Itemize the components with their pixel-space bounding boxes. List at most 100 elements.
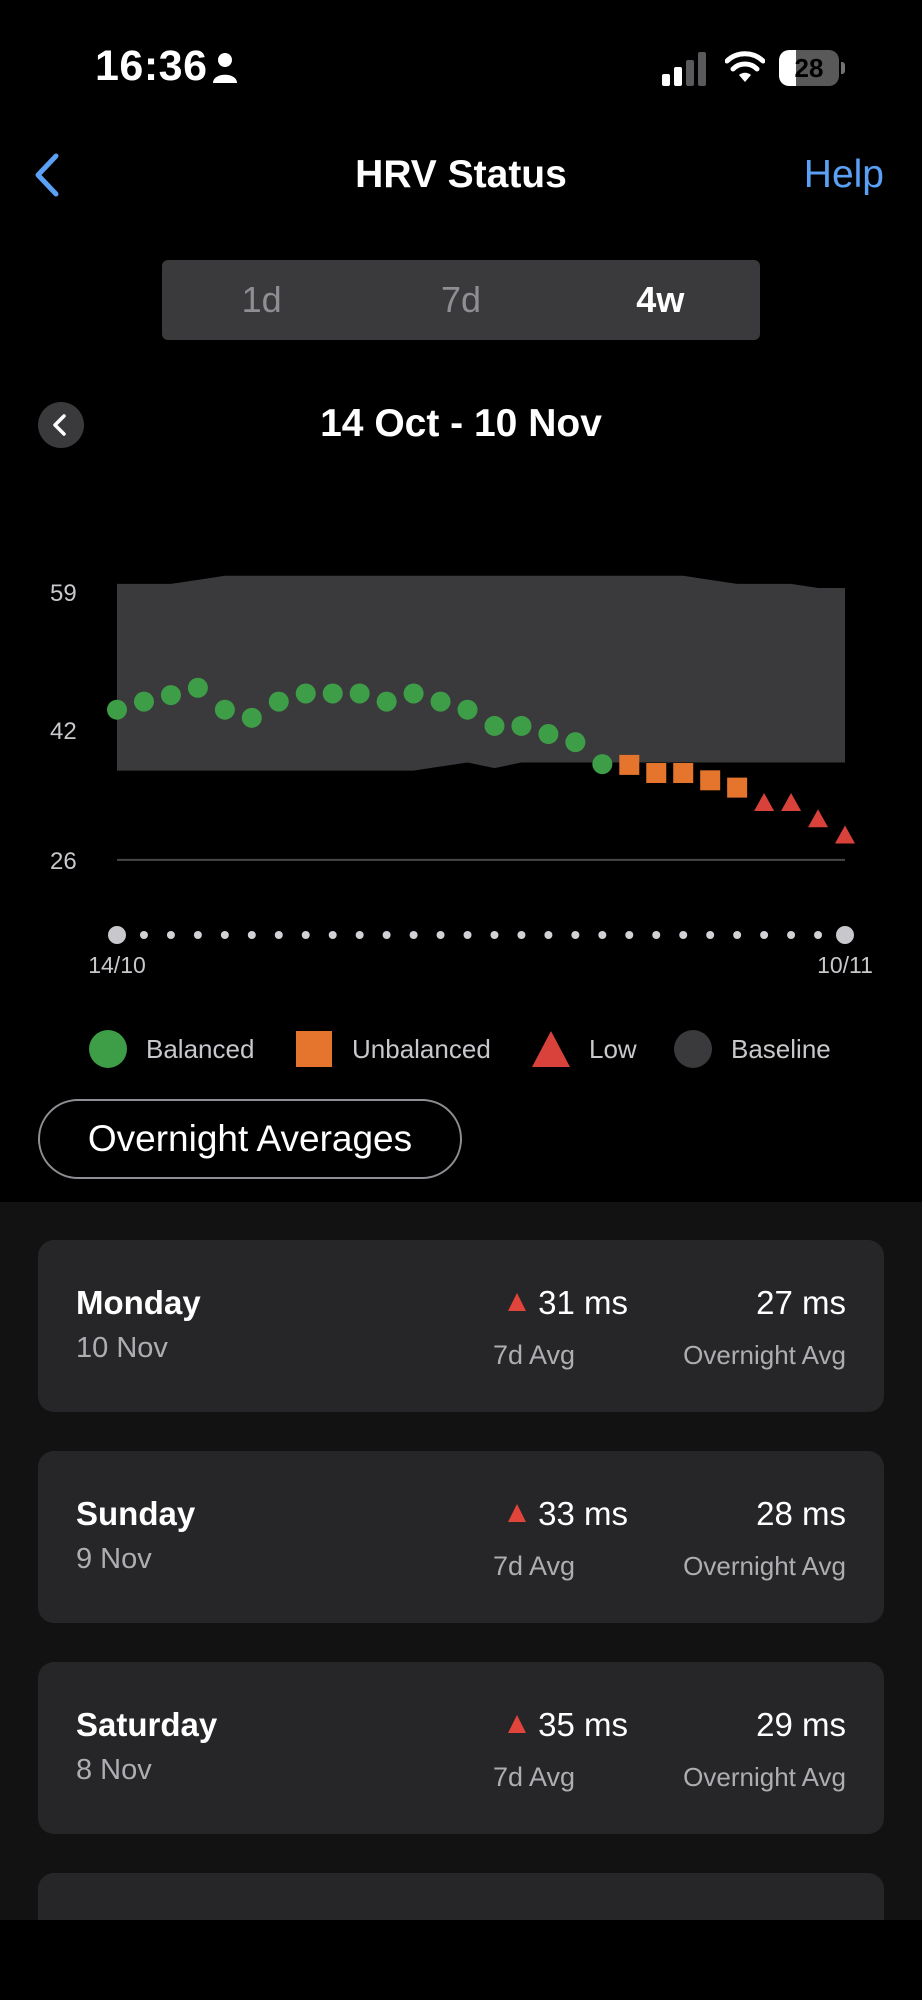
data-point-unbalanced bbox=[673, 763, 694, 784]
battery-level: 28 bbox=[794, 53, 824, 83]
day-date: 8 Nov bbox=[76, 1754, 152, 1786]
data-point-balanced bbox=[322, 683, 343, 704]
y-tick-label: 42 bbox=[50, 718, 77, 745]
x-axis-day-dot bbox=[247, 931, 256, 939]
data-point-balanced bbox=[349, 683, 370, 704]
overnight-average-value: 27 ms bbox=[756, 1284, 846, 1321]
data-point-balanced bbox=[484, 715, 505, 736]
data-point-balanced bbox=[241, 707, 262, 728]
help-button[interactable]: Help bbox=[803, 153, 884, 196]
legend-label: Balanced bbox=[146, 1033, 255, 1064]
overnight-average-label: Overnight Avg bbox=[683, 1762, 846, 1792]
x-axis-day-dot bbox=[760, 931, 769, 939]
seven-day-average-value: 31 ms bbox=[538, 1284, 628, 1321]
data-point-balanced bbox=[511, 715, 532, 736]
day-name: Sunday bbox=[76, 1495, 196, 1532]
overnight-average-value: 29 ms bbox=[756, 1706, 846, 1743]
previous-period-button[interactable] bbox=[38, 402, 84, 448]
overnight-averages-button[interactable]: Overnight Averages bbox=[38, 1099, 462, 1179]
data-point-low bbox=[835, 825, 855, 844]
x-axis-day-dot bbox=[814, 931, 823, 939]
baseline-band bbox=[117, 575, 845, 771]
x-axis-day-dot bbox=[355, 931, 364, 939]
tab-1d[interactable]: 1d bbox=[241, 279, 282, 320]
data-point-balanced bbox=[565, 732, 586, 753]
baseline-legend-icon bbox=[674, 1030, 712, 1068]
date-range-title: 14 Oct - 10 Nov bbox=[320, 402, 602, 445]
low-triangle-icon bbox=[508, 1715, 527, 1733]
x-axis-day-dot bbox=[274, 931, 283, 939]
legend-item-low: Low bbox=[531, 1024, 637, 1074]
overnight-average-value: 28 ms bbox=[756, 1495, 846, 1532]
x-axis-day-dot bbox=[598, 931, 607, 939]
x-axis-day-dot bbox=[787, 931, 796, 939]
data-point-low bbox=[781, 793, 802, 812]
data-point-unbalanced bbox=[700, 770, 721, 791]
data-point-balanced bbox=[268, 691, 289, 712]
legend-item-baseline: Baseline bbox=[673, 1024, 831, 1074]
x-axis-day-dot bbox=[625, 931, 634, 939]
x-axis-day-dot bbox=[652, 931, 661, 939]
data-point-balanced bbox=[430, 691, 451, 712]
x-axis-day-dot bbox=[301, 931, 310, 939]
day-card-monday[interactable]: Monday 10 Nov 31 ms 7d Avg 27 ms Overnig… bbox=[38, 1240, 884, 1412]
unbalanced-legend-icon bbox=[296, 1031, 332, 1067]
chart-legend: Balanced Unbalanced Low Baseline bbox=[0, 1024, 922, 1074]
tab-7d[interactable]: 7d bbox=[440, 279, 482, 320]
data-point-balanced bbox=[160, 685, 181, 706]
battery-icon: 28 bbox=[779, 50, 845, 86]
data-point-balanced bbox=[457, 699, 478, 720]
low-triangle-icon bbox=[508, 1293, 527, 1311]
day-name: Monday bbox=[76, 1284, 201, 1321]
x-axis-day-dot bbox=[166, 931, 175, 939]
data-point-low bbox=[754, 793, 775, 812]
page-title: HRV Status bbox=[355, 153, 567, 196]
overnight-average-label: Overnight Avg bbox=[683, 1551, 846, 1581]
data-point-balanced bbox=[295, 683, 316, 704]
x-axis-day-dot bbox=[679, 931, 688, 939]
day-card-sunday[interactable]: Sunday 9 Nov 33 ms 7d Avg 28 ms Overnigh… bbox=[38, 1451, 884, 1623]
x-tick-label-end: 10/11 bbox=[817, 952, 873, 978]
low-legend-icon bbox=[532, 1031, 570, 1067]
legend-label: Low bbox=[589, 1033, 637, 1064]
x-axis-end-dot bbox=[108, 926, 126, 944]
x-axis-day-dot bbox=[490, 931, 499, 939]
wifi-icon bbox=[725, 51, 765, 82]
data-point-unbalanced bbox=[646, 763, 667, 784]
data-point-balanced bbox=[214, 699, 235, 720]
x-axis-day-dot bbox=[436, 931, 445, 939]
data-point-unbalanced bbox=[619, 754, 640, 775]
data-point-unbalanced bbox=[727, 777, 748, 798]
data-point-balanced bbox=[592, 754, 613, 775]
x-axis-day-dot bbox=[517, 931, 526, 939]
x-axis-day-dot bbox=[328, 931, 337, 939]
y-tick-label: 59 bbox=[50, 580, 77, 607]
data-point-balanced bbox=[107, 699, 127, 720]
cellular-signal-icon bbox=[662, 52, 706, 86]
seven-day-average-value: 33 ms bbox=[538, 1495, 628, 1532]
x-axis-day-dot bbox=[571, 931, 580, 939]
day-date: 9 Nov bbox=[76, 1543, 152, 1575]
data-point-low bbox=[808, 809, 829, 828]
low-triangle-icon bbox=[508, 1504, 527, 1522]
tab-4w[interactable]: 4w bbox=[636, 279, 685, 320]
legend-label: Unbalanced bbox=[352, 1033, 491, 1064]
seven-day-average-label: 7d Avg bbox=[492, 1762, 576, 1792]
x-axis-day-dot bbox=[463, 931, 472, 939]
legend-label: Baseline bbox=[731, 1033, 831, 1064]
data-point-balanced bbox=[538, 724, 559, 745]
day-card-partial[interactable] bbox=[38, 1873, 884, 1920]
data-point-balanced bbox=[376, 691, 397, 712]
chevron-left-icon bbox=[53, 414, 66, 436]
period-segmented-control: 1d 7d 4w bbox=[162, 260, 760, 340]
seven-day-average-label: 7d Avg bbox=[492, 1340, 576, 1370]
x-axis-day-dot bbox=[409, 931, 418, 939]
daily-list: Monday 10 Nov 31 ms 7d Avg 27 ms Overnig… bbox=[0, 1202, 922, 1920]
day-card-saturday[interactable]: Saturday 8 Nov 35 ms 7d Avg 29 ms Overni… bbox=[38, 1662, 884, 1834]
y-tick-label: 26 bbox=[50, 848, 77, 875]
hrv-chart: 59 42 26 14/10 10/11 bbox=[50, 575, 873, 978]
legend-item-unbalanced: Unbalanced bbox=[294, 1024, 491, 1074]
back-button[interactable] bbox=[28, 150, 68, 200]
x-tick-label-start: 14/10 bbox=[88, 952, 146, 978]
x-axis-day-dot bbox=[382, 931, 391, 939]
